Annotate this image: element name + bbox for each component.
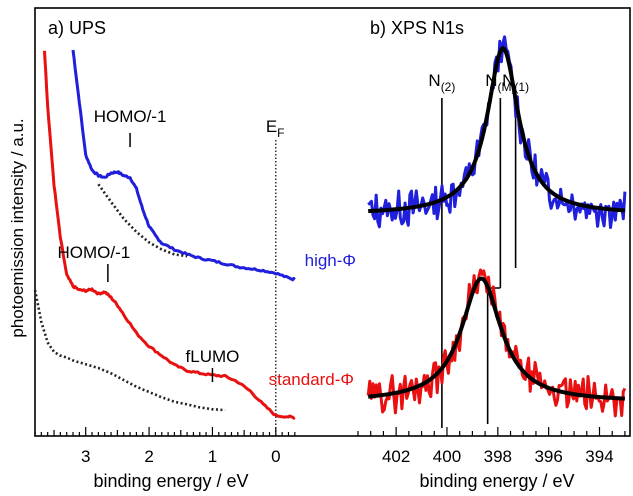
ups-spectrum-line [43, 50, 296, 420]
panel-a-x-tick-label: 3 [81, 447, 90, 466]
panel-a-series [33, 49, 296, 420]
xps-component-label: N(2) [428, 71, 455, 94]
panel-b-x-axis: 402 400 398 396 394 [357, 427, 626, 466]
plot-frame [34, 7, 631, 437]
ups-background-line [33, 289, 226, 412]
xps-series-label: standard-Φ [269, 370, 354, 389]
xps-series-label: high-Φ [305, 251, 356, 270]
panel-a-x-axis-label: binding energy / eV [93, 471, 248, 491]
panel-b-x-tick-label: 396 [534, 447, 562, 466]
panel-b-x-tick-label: 394 [585, 447, 613, 466]
xps-fit-line [367, 46, 626, 214]
panel-a-x-axis: 3 2 1 0 [34, 427, 296, 466]
ups-annotation-label: HOMO/-1 [58, 243, 131, 262]
panel-b-x-tick-label: 402 [382, 447, 410, 466]
panel-a-x-tick-label: 1 [208, 447, 217, 466]
xps-fit-line [367, 276, 626, 401]
panel-b-series [366, 35, 627, 418]
panel-a-annotations: HOMO/-1 HOMO/-1 fLUMO [58, 107, 240, 382]
ups-background-line [97, 183, 188, 258]
panel-b-x-tick-label: 400 [433, 447, 461, 466]
panel-a-x-tick-label: 2 [144, 447, 153, 466]
y-axis-label: photoemission intensity / a.u. [8, 118, 27, 337]
fermi-level-label: EF [266, 117, 285, 140]
panel-b-series-labels: high-Φ standard-Φ [269, 251, 356, 389]
panel-a-x-tick-label: 0 [271, 447, 280, 466]
ups-annotation-label: fLUMO [186, 347, 240, 366]
ups-annotation-label: HOMO/-1 [94, 107, 167, 126]
panel-b-title: b) XPS N1s [370, 18, 464, 38]
panel-a-title: a) UPS [48, 18, 106, 38]
panel-b-x-axis-label: binding energy / eV [419, 471, 574, 491]
panel-b-x-tick-label: 398 [484, 447, 512, 466]
ups-spectrum-line [71, 49, 296, 282]
